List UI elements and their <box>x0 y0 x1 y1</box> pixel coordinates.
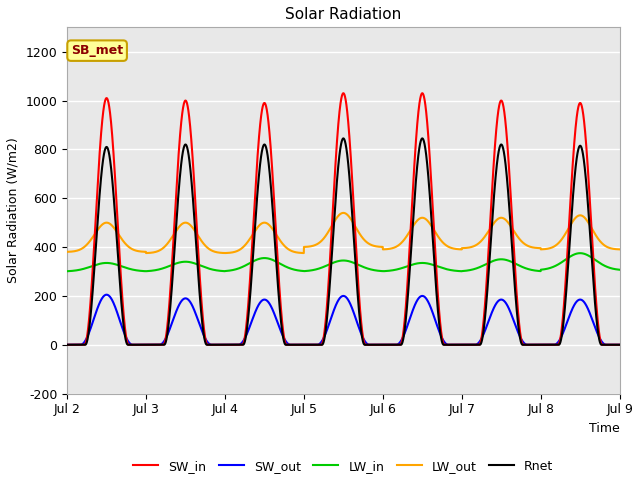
LW_out <box>339 210 347 216</box>
SW_in <box>305 342 312 348</box>
SW_in <box>309 342 317 348</box>
Line: Rnet: Rnet <box>67 138 620 345</box>
X-axis label: Time: Time <box>589 422 620 435</box>
LW_in <box>616 267 623 273</box>
LW_out <box>305 244 312 250</box>
LW_out <box>616 247 623 252</box>
Text: SB_met: SB_met <box>71 44 123 57</box>
SW_in <box>419 90 426 96</box>
SW_out <box>419 293 426 299</box>
Y-axis label: Solar Radiation (W/m2): Solar Radiation (W/m2) <box>7 138 20 283</box>
Rnet <box>353 272 360 278</box>
Rnet <box>418 135 426 141</box>
Rnet <box>305 342 312 348</box>
LW_in <box>309 267 317 273</box>
Line: SW_in: SW_in <box>67 93 620 345</box>
Line: LW_in: LW_in <box>67 253 620 271</box>
Rnet <box>419 135 426 141</box>
SW_out <box>310 342 317 348</box>
Rnet <box>443 342 451 348</box>
LW_out <box>310 243 317 249</box>
SW_in <box>134 342 141 348</box>
SW_out <box>63 342 71 348</box>
Legend: SW_in, SW_out, LW_in, LW_out, Rnet: SW_in, SW_out, LW_in, LW_out, Rnet <box>129 455 558 478</box>
SW_out <box>353 318 360 324</box>
SW_in <box>443 342 451 348</box>
Line: SW_out: SW_out <box>67 295 620 345</box>
LW_in <box>576 250 584 256</box>
SW_in <box>418 90 426 96</box>
LW_out <box>419 215 426 221</box>
LW_in <box>442 266 450 272</box>
LW_in <box>63 268 71 274</box>
LW_out <box>443 243 451 249</box>
SW_out <box>103 292 111 298</box>
LW_out <box>142 250 150 256</box>
SW_in <box>63 342 71 348</box>
Rnet <box>309 342 317 348</box>
Title: Solar Radiation: Solar Radiation <box>285 7 401 22</box>
SW_in <box>353 249 360 255</box>
SW_out <box>305 342 312 348</box>
Rnet <box>134 342 141 348</box>
SW_in <box>616 342 623 348</box>
LW_in <box>134 267 141 273</box>
SW_out <box>134 342 141 348</box>
LW_in <box>418 260 426 266</box>
Rnet <box>616 342 623 348</box>
LW_in <box>305 268 312 274</box>
LW_in <box>353 261 360 267</box>
LW_out <box>63 249 71 255</box>
SW_out <box>443 341 451 347</box>
LW_out <box>353 226 360 232</box>
Rnet <box>63 342 71 348</box>
LW_out <box>134 248 141 254</box>
Line: LW_out: LW_out <box>67 213 620 253</box>
SW_out <box>616 342 623 348</box>
